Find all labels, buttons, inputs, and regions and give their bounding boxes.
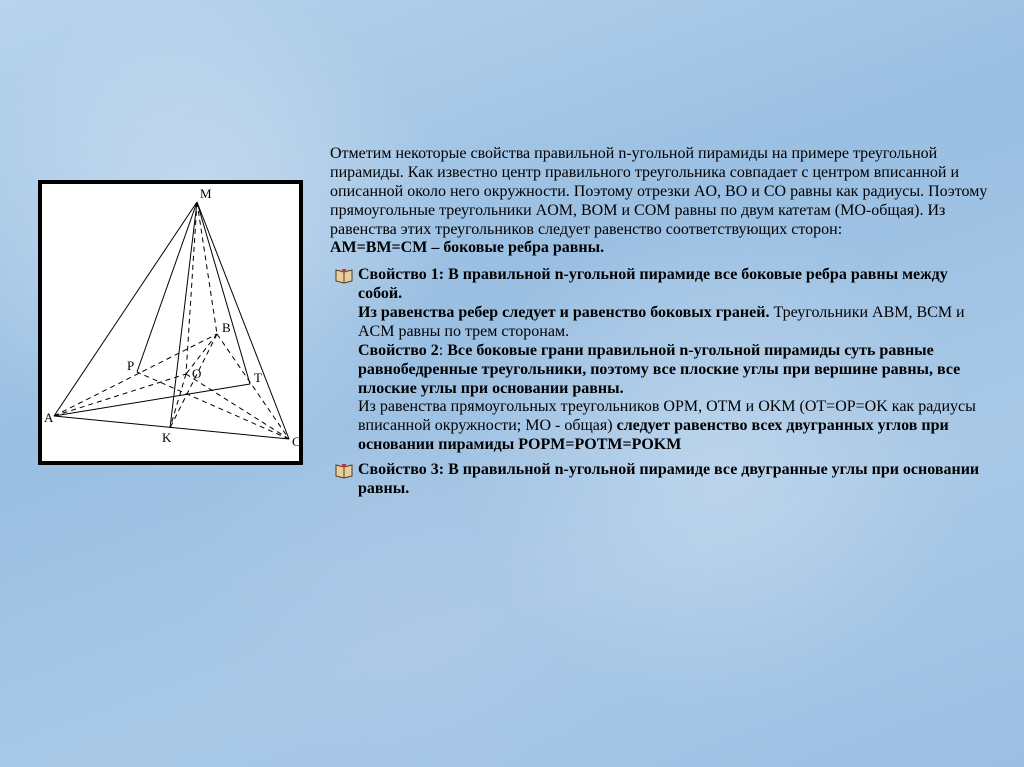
prop1-line1: В правильной n-угольной пирамиде все бок… [358,266,948,302]
prop1-title: Свойство 1: [358,266,444,283]
svg-text:O: O [192,366,201,381]
prop2-tail: : [439,342,447,359]
prop1-line2: Из равенства ребер следует и равенство б… [358,304,769,321]
svg-text:P: P [127,358,134,373]
pyramid-diagram: M A B C O P T K [42,184,299,461]
svg-text:B: B [222,320,231,335]
prop3-body: : В правильной n-угольной пирамиде все д… [358,461,979,497]
svg-text:T: T [254,370,262,385]
prop2-body: Все боковые грани правильной n-угольной … [358,342,960,397]
book-icon [330,461,358,479]
intro-text: Отметим некоторые свойства правильной n-… [330,145,987,238]
book-icon [330,266,358,284]
text-content: Отметим некоторые свойства правильной n-… [330,145,990,499]
prop3-title: Свойство 3 [358,461,439,478]
property-1-body: Свойство 1: В правильной n-угольной пира… [358,266,990,455]
slide: M A B C O P T K Отметим некоторые свойства прав… [0,0,1024,767]
diagram-frame: M A B C O P T K [38,180,303,465]
svg-text:M: M [200,186,212,201]
property-3-body: Свойство 3: В правильной n-угольной пира… [358,461,990,499]
intro-paragraph: Отметим некоторые свойства правильной n-… [330,145,990,258]
intro-conclusion: AM=BM=CM – боковые ребра равны. [330,239,604,256]
property-1-row: Свойство 1: В правильной n-угольной пира… [330,266,990,455]
svg-text:K: K [162,430,172,445]
svg-text:C: C [292,434,299,449]
property-3-row: Свойство 3: В правильной n-угольной пира… [330,461,990,499]
svg-text:A: A [44,410,54,425]
prop2-title: Свойство 2 [358,342,439,359]
